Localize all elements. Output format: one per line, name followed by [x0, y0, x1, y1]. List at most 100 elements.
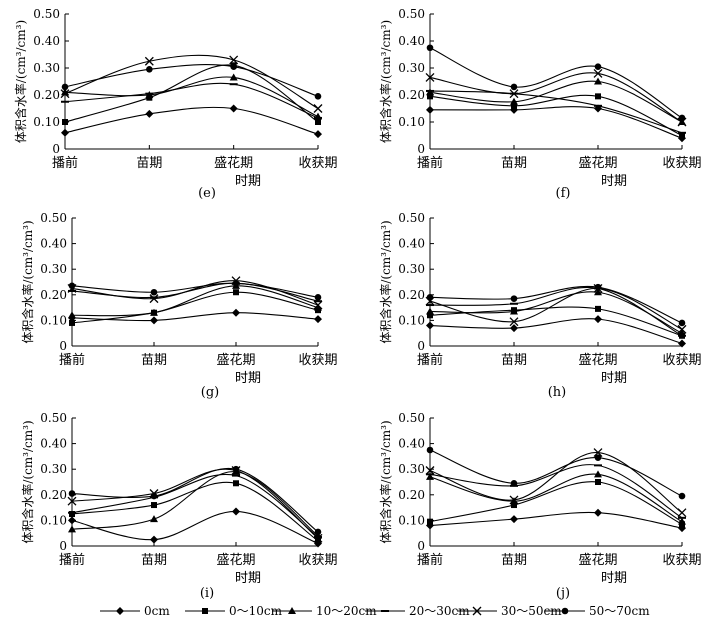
- x-tick-label: 苗期: [501, 553, 527, 568]
- series-line: [429, 94, 683, 136]
- data-point: [426, 446, 434, 454]
- data-point: [145, 109, 154, 118]
- y-tick-label: 0.40: [40, 237, 67, 251]
- data-point: [60, 89, 70, 99]
- x-tick-label: 播前: [52, 155, 78, 171]
- data-point: [69, 319, 75, 326]
- series-line: [64, 64, 319, 97]
- x-axis-label: 时期: [601, 571, 627, 586]
- legend-marker: [472, 606, 482, 616]
- data-point: [146, 66, 153, 73]
- x-tick-label: 收获期: [662, 156, 701, 171]
- y-tick-label: 0.20: [398, 288, 425, 302]
- data-point: [509, 89, 519, 99]
- data-point: [426, 307, 434, 315]
- data-point: [233, 289, 239, 296]
- series-line: [429, 473, 683, 523]
- data-point: [426, 294, 434, 301]
- data-point: [426, 304, 434, 307]
- legend-marker: [381, 610, 389, 612]
- data-point: [594, 77, 602, 85]
- data-point: [314, 300, 322, 303]
- data-point: [61, 83, 69, 91]
- y-axis-label: 体积含水率/(cm³/cm³): [378, 420, 393, 543]
- data-point: [313, 104, 323, 113]
- data-point: [427, 312, 433, 319]
- x-axis-label: 时期: [235, 174, 261, 189]
- data-point: [510, 515, 518, 524]
- data-point: [232, 474, 240, 477]
- series-line: [429, 452, 683, 514]
- y-tick-label: 0.50: [33, 7, 60, 21]
- series-line: [429, 318, 683, 344]
- data-point: [510, 83, 518, 91]
- series-line: [429, 286, 683, 337]
- data-point: [151, 502, 157, 509]
- data-point: [594, 283, 602, 291]
- data-point: [61, 88, 69, 96]
- x-tick-label: 苗期: [141, 553, 167, 568]
- y-tick-label: 0.40: [398, 437, 425, 451]
- data-point: [510, 324, 518, 333]
- data-point: [678, 516, 686, 519]
- y-tick-label: 0.20: [40, 288, 67, 302]
- data-point: [150, 308, 158, 316]
- series-line: [71, 282, 319, 302]
- data-point: [315, 119, 321, 125]
- data-point: [67, 496, 77, 506]
- legend-marker: [202, 608, 208, 614]
- data-point: [677, 324, 687, 334]
- series-line: [71, 471, 319, 537]
- data-point: [61, 128, 69, 137]
- data-point: [229, 83, 238, 86]
- data-point: [150, 492, 158, 500]
- data-point: [678, 492, 686, 500]
- data-point: [61, 100, 69, 103]
- x-tick-label: 收获期: [662, 353, 701, 368]
- x-tick-label: 播前: [59, 552, 85, 568]
- series-line: [429, 106, 683, 139]
- x-tick-label: 苗期: [501, 156, 527, 171]
- legend-label: 0cm: [144, 604, 170, 618]
- data-point: [510, 307, 518, 315]
- x-tick-label: 盛花期: [216, 352, 255, 368]
- data-point: [595, 93, 601, 100]
- data-point: [62, 119, 68, 125]
- series-line: [64, 106, 319, 135]
- data-point: [509, 495, 519, 505]
- data-point: [594, 454, 602, 461]
- series-line: [429, 72, 683, 123]
- series-line: [429, 481, 683, 525]
- data-point: [68, 490, 76, 497]
- y-tick-label: 0.50: [40, 211, 67, 225]
- x-axis-label: 时期: [601, 371, 627, 386]
- data-point: [232, 465, 240, 473]
- y-tick-label: 0.20: [33, 88, 60, 102]
- legend-item: 0～10cm: [185, 604, 283, 618]
- y-tick-label: 0.10: [398, 313, 425, 327]
- legend: 0cm 0～10cm 10～20cm 20～30cm 30～50cm 50～70cm: [100, 604, 650, 618]
- y-tick-label: 0.10: [33, 115, 60, 129]
- data-point: [511, 502, 517, 509]
- panel-label: (i): [200, 586, 214, 601]
- data-point: [678, 339, 686, 348]
- data-point: [314, 116, 322, 119]
- x-tick-label: 盛花期: [214, 155, 253, 171]
- data-point: [594, 315, 602, 324]
- series-line: [429, 449, 683, 497]
- data-point: [426, 44, 434, 52]
- series-line: [429, 90, 683, 134]
- x-tick-label: 盛花期: [578, 552, 617, 568]
- series-line: [71, 510, 319, 544]
- y-tick-label: 0.30: [398, 462, 425, 476]
- y-tick-label: 0: [59, 539, 67, 553]
- x-tick-label: 苗期: [136, 156, 162, 171]
- y-tick-label: 0.20: [398, 88, 425, 102]
- y-tick-label: 0.50: [398, 7, 425, 21]
- data-point: [229, 73, 238, 81]
- legend-marker: [561, 607, 569, 615]
- y-tick-label: 0.30: [398, 61, 425, 75]
- data-point: [233, 480, 239, 487]
- legend-label: 10～20cm: [316, 604, 377, 618]
